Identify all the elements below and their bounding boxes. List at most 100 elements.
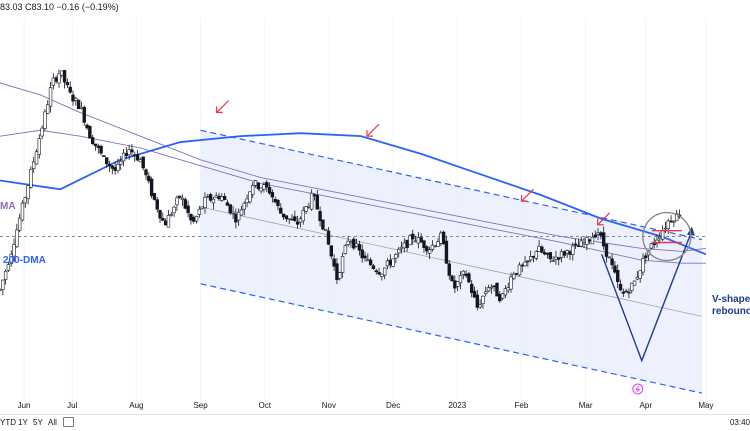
channel-lower-line: [200, 283, 703, 394]
candle-body: [265, 182, 269, 188]
candle-body: [318, 211, 322, 222]
candle-body: [470, 283, 474, 294]
candle-body: [194, 215, 199, 222]
candle-body: [68, 86, 72, 93]
candle-body: [590, 236, 595, 245]
x-tick-label: Sep: [193, 401, 208, 410]
range-5y-button[interactable]: 5Y: [33, 418, 43, 427]
candle-body: [481, 295, 485, 304]
candle-body: [545, 252, 550, 255]
candle-body: [543, 252, 547, 255]
candle-body: [279, 207, 283, 214]
candle-body: [360, 249, 364, 259]
dma200-line: [0, 132, 707, 256]
ma-purple-lower-line: [0, 129, 706, 264]
candle-body: [284, 215, 289, 219]
candle-body: [531, 256, 536, 258]
channel-upper-line: [200, 129, 703, 241]
candle-body: [582, 242, 586, 245]
candle-body: [119, 160, 123, 165]
candle-body: [281, 213, 286, 218]
candle-body: [397, 248, 401, 254]
candle-body: [116, 164, 120, 171]
candle-body: [31, 161, 36, 169]
candle-body: [500, 293, 505, 299]
candle-body: [610, 258, 614, 266]
candle-body: [23, 197, 27, 204]
candle-body: [514, 273, 519, 275]
candle-body: [298, 218, 303, 223]
range-all-button[interactable]: All: [48, 418, 57, 427]
candle-body: [236, 211, 241, 221]
candle-body: [295, 221, 300, 225]
candle-body: [433, 245, 437, 248]
candle-body: [537, 246, 541, 252]
candle-body: [217, 195, 221, 200]
candle-body: [573, 243, 578, 246]
x-tick-label: Jul: [67, 401, 77, 410]
candle-body: [26, 185, 30, 199]
candle-body: [655, 239, 659, 244]
red-arrow-head: [216, 106, 223, 114]
candle-body: [307, 205, 311, 208]
x-tick-label: Mar: [579, 401, 593, 410]
candle-body: [408, 235, 412, 246]
candle-body: [486, 287, 491, 292]
candle-body: [506, 287, 510, 291]
lightning-bolt: [635, 385, 641, 393]
candle-body: [346, 240, 350, 245]
candle-body: [509, 276, 513, 290]
candle-body: [352, 238, 356, 249]
candle-body: [110, 165, 115, 169]
candle-body: [186, 205, 190, 214]
candle-body: [498, 294, 502, 302]
candle-body: [172, 206, 176, 214]
candle-body: [565, 250, 569, 254]
candle-body: [484, 291, 488, 294]
candle-body: [357, 244, 362, 251]
candle-body: [616, 270, 620, 283]
candle-body: [152, 193, 157, 200]
candle-body: [604, 243, 609, 257]
candle-body: [461, 270, 465, 275]
candle-body: [343, 245, 348, 254]
candle-body: [65, 82, 70, 86]
candle-body: [177, 195, 182, 198]
candle-body: [467, 273, 471, 283]
candle-body: [458, 275, 463, 284]
x-tick-label: 2023: [448, 401, 466, 410]
candle-body: [638, 270, 642, 279]
candle-body: [93, 143, 98, 146]
candle-body: [630, 282, 634, 291]
candle-body: [20, 202, 25, 221]
candle-body: [534, 251, 538, 259]
candle-body: [90, 137, 95, 145]
candle-body: [208, 194, 213, 201]
range-1y-button[interactable]: 1Y: [18, 418, 28, 427]
candle-body: [492, 285, 496, 288]
candle-body: [163, 220, 168, 226]
candle-body: [102, 155, 106, 157]
x-axis-ticks: Jun Jul Aug Sep Oct Nov Dec 2023 Feb Mar Apr May: [18, 401, 714, 410]
candle-body: [413, 240, 418, 243]
candle-body: [222, 195, 227, 201]
ohlc-values: 83.03 C83.10 −0.16 (−0.19%): [0, 2, 119, 12]
candle-body: [669, 220, 673, 223]
candle-body: [74, 97, 78, 101]
candle-body: [262, 184, 266, 190]
calendar-icon[interactable]: [63, 417, 74, 427]
candle-body: [253, 180, 258, 186]
candle-body: [113, 167, 117, 171]
candle-body: [121, 152, 126, 162]
x-tick-label: Apr: [640, 401, 653, 410]
candle-body: [259, 187, 263, 192]
candle-body: [596, 232, 600, 235]
range-ytd-button[interactable]: YTD: [0, 418, 16, 427]
candle-body: [270, 192, 275, 198]
candle-body: [450, 275, 454, 282]
candle-body: [571, 245, 575, 255]
candle-body: [17, 217, 22, 231]
candle-body: [166, 215, 171, 228]
candle-body: [192, 217, 196, 222]
